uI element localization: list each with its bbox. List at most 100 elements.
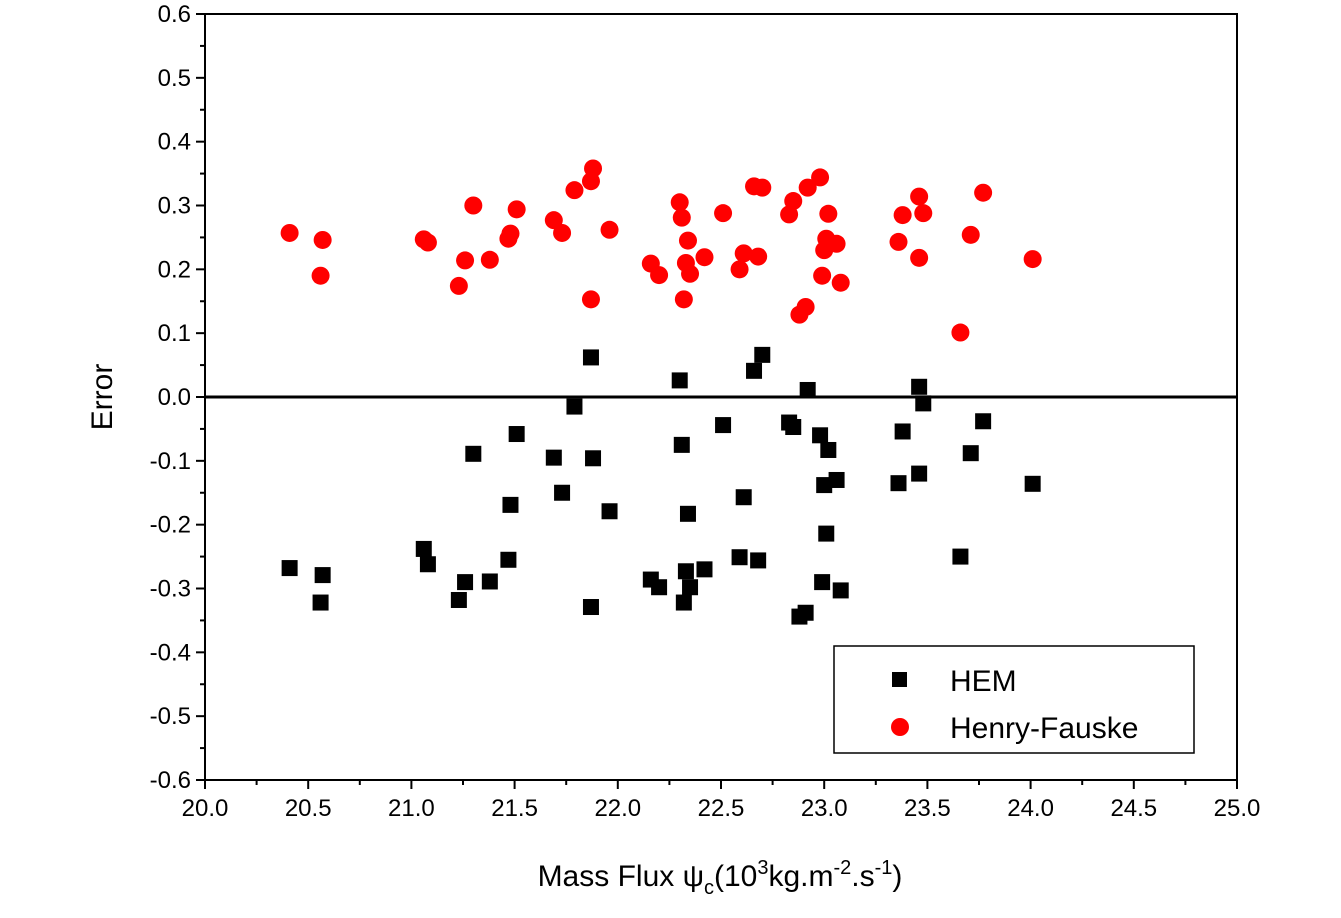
- hem-point: [314, 567, 331, 584]
- hem-point: [750, 552, 767, 569]
- y-tick-label: 0.5: [158, 65, 191, 92]
- henry-fauske-point: [674, 290, 693, 309]
- henry-fauske-point: [730, 260, 749, 279]
- legend-label-hem: HEM: [950, 665, 1017, 698]
- henry-fauske-point: [650, 266, 669, 285]
- henry-fauske-point: [456, 251, 475, 270]
- henry-fauske-point: [813, 266, 832, 285]
- hem-point: [915, 395, 932, 412]
- hem-point: [465, 445, 482, 462]
- legend-marker-hem: [892, 672, 907, 687]
- data-markers: [280, 159, 1042, 625]
- hem-point: [545, 449, 562, 466]
- hem-point: [281, 560, 298, 577]
- hem-point: [508, 426, 525, 443]
- henry-fauske-point: [831, 273, 850, 292]
- henry-fauske-point: [889, 232, 908, 251]
- henry-fauske-point: [910, 187, 929, 206]
- hem-point: [814, 574, 831, 591]
- hem-point: [679, 505, 696, 522]
- hem-point: [554, 484, 571, 501]
- x-tick-label: 22.0: [594, 795, 641, 822]
- hem-point: [754, 346, 771, 363]
- hem-point: [500, 551, 517, 568]
- y-tick-label: -0.1: [150, 448, 191, 475]
- henry-fauske-point: [784, 192, 803, 211]
- henry-fauske-point: [811, 168, 830, 187]
- henry-fauske-point: [974, 183, 993, 202]
- y-tick-label: -0.2: [150, 512, 191, 539]
- henry-fauske-point: [418, 233, 437, 252]
- henry-fauske-point: [449, 276, 468, 295]
- x-tick-label: 20.0: [182, 795, 229, 822]
- hem-point: [682, 579, 699, 596]
- henry-fauske-point: [678, 231, 697, 250]
- hem-point: [828, 471, 845, 488]
- hem-point: [911, 378, 928, 395]
- henry-fauske-point: [584, 159, 603, 178]
- y-tick-label: 0.1: [158, 320, 191, 347]
- henry-fauske-point: [553, 223, 572, 242]
- x-tick-label: 20.5: [285, 795, 332, 822]
- hem-point: [911, 465, 928, 482]
- y-tick-label: -0.6: [150, 767, 191, 794]
- legend-marker-henry-fauske: [891, 718, 909, 736]
- henry-fauske-point: [313, 230, 332, 249]
- x-axis-title: Mass Flux ψc(103kg.m-2.s-1): [538, 857, 903, 899]
- henry-fauske-point: [672, 208, 691, 227]
- hem-point: [818, 525, 835, 542]
- x-tick-label: 21.5: [491, 795, 538, 822]
- henry-fauske-point: [544, 211, 563, 230]
- hem-point: [566, 398, 583, 415]
- hem-point: [450, 591, 467, 608]
- y-tick-label: 0.6: [158, 1, 191, 28]
- x-tick-label: 24.5: [1110, 795, 1157, 822]
- hem-point: [502, 496, 519, 513]
- henry-fauske-point: [798, 178, 817, 197]
- henry-fauske-point: [1023, 250, 1042, 269]
- y-tick-label: 0.3: [158, 193, 191, 220]
- x-tick-label: 22.5: [698, 795, 745, 822]
- henry-fauske-point: [311, 266, 330, 285]
- hem-point: [799, 381, 816, 398]
- x-tick-label: 24.0: [1007, 795, 1054, 822]
- hem-point: [812, 427, 829, 444]
- hem-point: [696, 561, 713, 578]
- hem-point: [894, 423, 911, 440]
- hem-point: [312, 594, 329, 611]
- henry-fauske-point: [581, 290, 600, 309]
- hem-point: [651, 579, 668, 596]
- hem-point: [675, 594, 692, 611]
- henry-fauske-point: [501, 224, 520, 243]
- y-tick-label: -0.4: [150, 639, 191, 666]
- hem-point: [735, 489, 752, 506]
- hem-point: [715, 417, 732, 434]
- henry-fauske-point: [734, 244, 753, 263]
- y-tick-label: 0.4: [158, 129, 191, 156]
- henry-fauske-point: [914, 204, 933, 223]
- henry-fauske-point: [681, 264, 700, 283]
- x-tick-label: 21.0: [388, 795, 435, 822]
- hem-point: [585, 450, 602, 467]
- henry-fauske-point: [753, 178, 772, 197]
- henry-fauske-point: [507, 200, 526, 219]
- hem-point: [677, 563, 694, 580]
- hem-point: [671, 372, 688, 389]
- hem-point: [582, 349, 599, 366]
- hem-point: [832, 582, 849, 599]
- henry-fauske-point: [480, 250, 499, 269]
- y-axis-title: Error: [86, 364, 119, 431]
- hem-point: [820, 441, 837, 458]
- henry-fauske-point: [910, 248, 929, 267]
- henry-fauske-point: [464, 196, 483, 215]
- henry-fauske-point: [280, 223, 299, 242]
- legend-box: [833, 645, 1195, 754]
- y-tick-label: -0.3: [150, 576, 191, 603]
- y-tick-label: 0.2: [158, 256, 191, 283]
- hem-point: [962, 445, 979, 462]
- henry-fauske-point: [600, 220, 619, 239]
- y-tick-label: 0.0: [158, 384, 191, 411]
- henry-fauske-point: [827, 234, 846, 253]
- hem-point: [975, 413, 992, 430]
